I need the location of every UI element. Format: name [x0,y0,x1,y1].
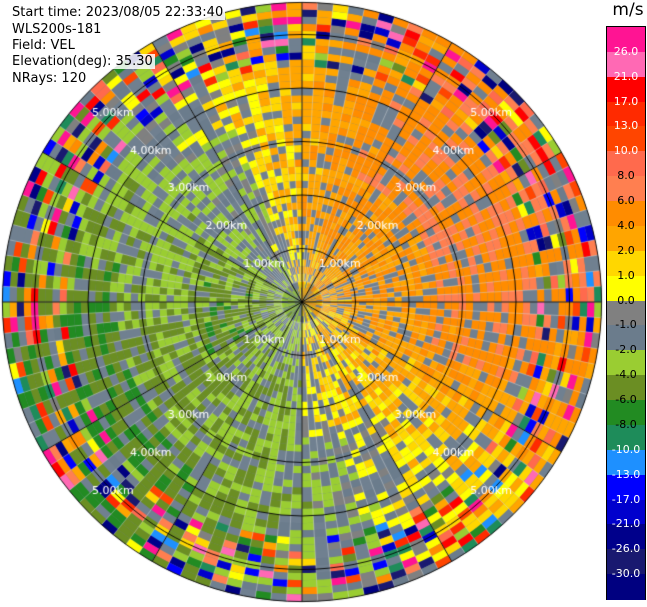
colorbar-segment [607,449,645,476]
colorbar-segment [607,375,645,401]
colorbar-segment [607,201,645,227]
colorbar-segment [607,574,645,600]
colorbar-segment [607,474,645,501]
colorbar-tick-label: -10.0 [611,442,641,456]
colorbar-segment [607,275,645,302]
colorbar-tick-label: -17.0 [611,492,641,506]
elevation-label: Elevation(deg): 35.30 [10,54,155,69]
colorbar-tick-label: 21.0 [613,69,639,83]
colorbar-segment [607,524,645,550]
colorbar-tick-label: 10.0 [613,144,639,158]
colorbar-tick-label: -2.0 [615,343,637,357]
colorbar-segment [607,176,645,202]
colorbar-tick-label: -1.0 [615,318,637,332]
colorbar-tick-label: 17.0 [613,94,639,108]
nrays-label: NRays: 120 [10,71,89,86]
station-label: WLS200s-181 [10,22,104,37]
colorbar-segment [607,424,645,451]
colorbar-tick-label: 2.0 [617,243,635,257]
colorbar-segment [607,51,645,78]
colorbar-segment [607,549,645,575]
colorbar-tick-label: -8.0 [615,417,637,431]
colorbar-tick-label: -26.0 [611,542,641,556]
colorbar-segment [607,350,645,376]
colorbar-segment [607,225,645,252]
colorbar-segment [607,400,645,426]
field-label: Field: VEL [10,38,77,53]
colorbar-segment [607,126,645,152]
colorbar-tick-label: -21.0 [611,517,641,531]
colorbar-tick-label: -30.0 [611,567,641,581]
colorbar-tick-label: -13.0 [611,467,641,481]
colorbar-segment [607,27,645,53]
colorbar-segment [607,76,645,103]
colorbar-tick-label: 13.0 [613,119,639,133]
colorbar-tick-label: 4.0 [617,218,635,232]
colorbar-segment [607,151,645,177]
colorbar-tick-label: 0.0 [617,293,635,307]
colorbar-tick-label: -4.0 [615,368,637,382]
colorbar-segment [607,250,645,277]
colorbar-segment [607,300,645,327]
colorbar-tick-label: 6.0 [617,194,635,208]
colorbar-unit: m/s [612,0,644,20]
colorbar-tick-label: 1.0 [617,268,635,282]
velocity-colorbar: 26.0 21.0 17.0 13.0 10.0 8.0 6.0 4.0 2.0 1.0 0.0 -1… [606,26,646,600]
colorbar-segment [607,499,645,525]
colorbar-segment [607,325,645,351]
colorbar-tick-label: 26.0 [613,44,639,58]
start-time-label: Start time: 2023/08/05 22:33:40 [10,5,226,20]
colorbar-tick-label: 8.0 [617,169,635,183]
colorbar-segment [607,101,645,128]
colorbar-tick-label: -6.0 [615,393,637,407]
